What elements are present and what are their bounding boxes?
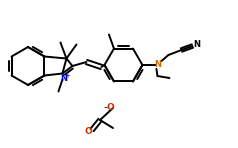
Text: N: N (60, 74, 67, 83)
Text: -: - (103, 102, 107, 112)
Text: +: + (64, 73, 70, 78)
Text: O: O (106, 103, 114, 111)
Text: O: O (84, 127, 92, 136)
Text: N: N (193, 40, 200, 49)
Text: N: N (154, 59, 161, 69)
